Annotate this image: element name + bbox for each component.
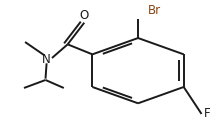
Text: F: F	[204, 107, 210, 120]
Text: N: N	[42, 53, 51, 66]
Text: Br: Br	[148, 4, 161, 17]
Text: O: O	[80, 9, 89, 22]
